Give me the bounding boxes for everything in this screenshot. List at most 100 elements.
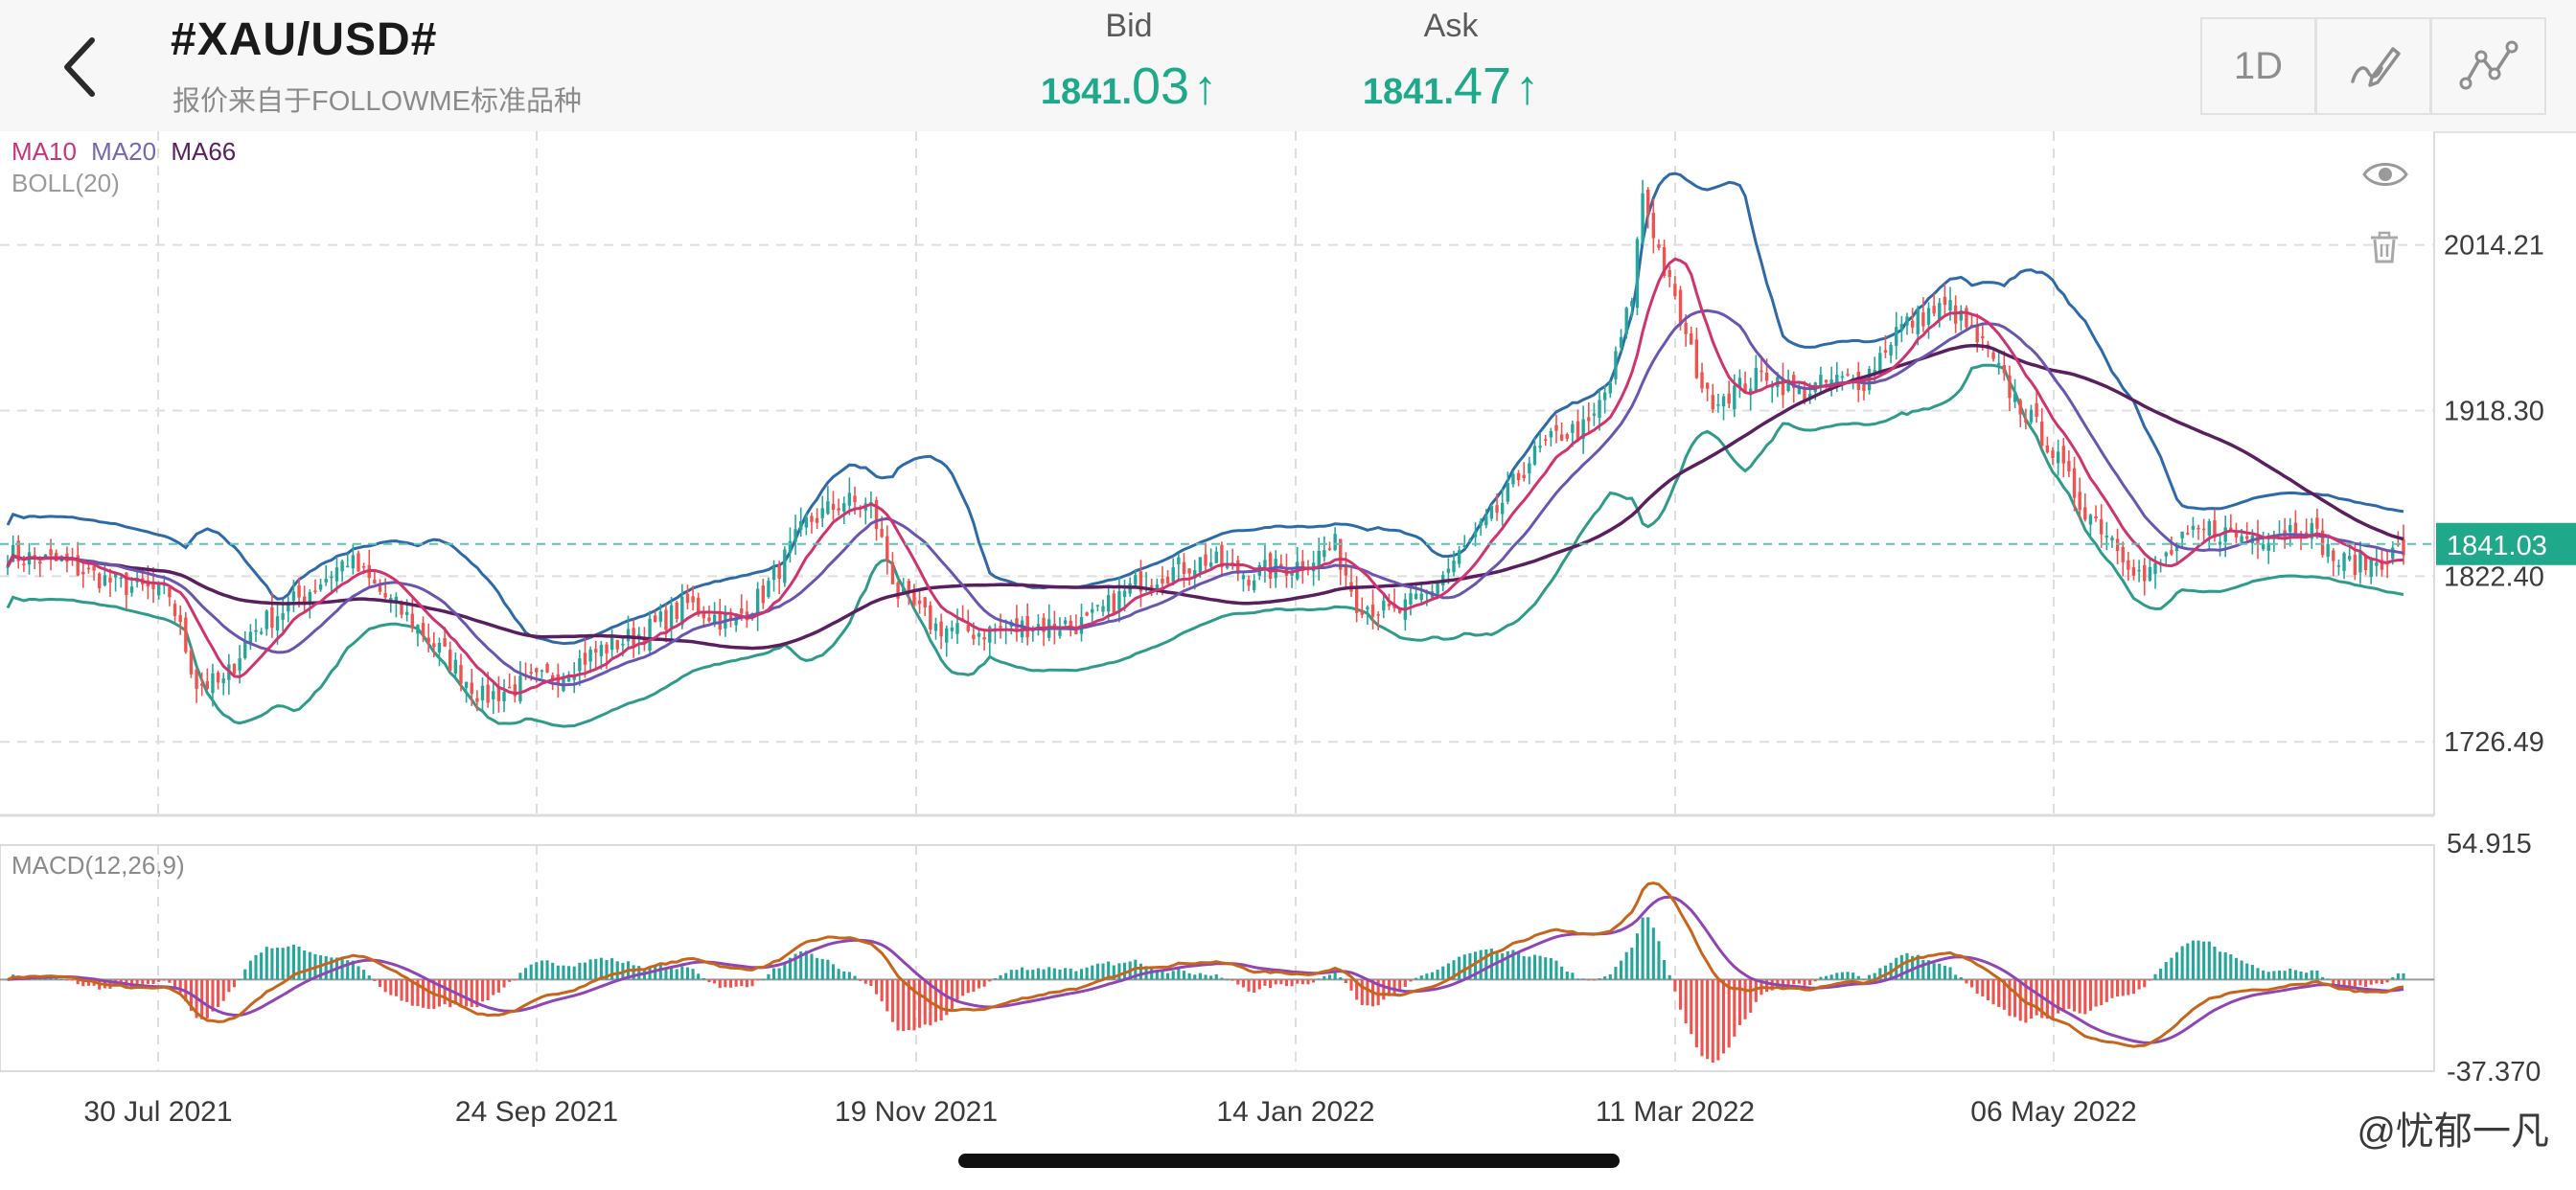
- price-tick-label: 1918.30: [2444, 396, 2544, 426]
- macd-histogram-bar: [1241, 979, 1245, 988]
- candle-body: [1101, 606, 1105, 612]
- candle-body: [254, 629, 258, 632]
- candle-body: [680, 596, 684, 626]
- macd-bottom-label: -37.370: [2447, 1057, 2541, 1087]
- candle-body: [98, 573, 102, 589]
- macd-histogram-bar: [1678, 979, 1683, 1010]
- candle-body: [275, 616, 280, 631]
- candle-body: [874, 500, 879, 530]
- macd-signal-line: [7, 895, 2404, 1044]
- candle-body: [605, 644, 609, 654]
- macd-histogram-bar: [394, 979, 398, 996]
- macd-histogram-bar: [637, 966, 641, 980]
- candle-body: [728, 615, 733, 619]
- macd-histogram-bar: [2315, 970, 2319, 980]
- candle-body: [232, 663, 237, 675]
- macd-histogram-bar: [308, 951, 311, 980]
- delete-indicator-button[interactable]: [2367, 230, 2402, 269]
- macd-histogram-bar: [1074, 971, 1078, 980]
- macd-histogram-bar: [540, 960, 543, 980]
- macd-histogram-bar: [1522, 955, 1526, 980]
- candle-body: [610, 635, 614, 651]
- candle-body: [2245, 536, 2249, 539]
- candle-body: [1635, 239, 1640, 309]
- macd-histogram-bar: [1452, 960, 1456, 980]
- macd-histogram-bar: [448, 979, 452, 1008]
- candle-body: [826, 501, 830, 515]
- macd-histogram-bar: [1161, 971, 1164, 980]
- candle-body: [1479, 520, 1483, 526]
- draw-tool-button[interactable]: [2315, 17, 2431, 115]
- candle-body: [837, 508, 840, 511]
- back-button[interactable]: [56, 29, 113, 105]
- candle-body: [1516, 472, 1521, 481]
- candle-body: [712, 614, 717, 626]
- candle-body: [2056, 451, 2060, 464]
- ma10-legend: MA10: [12, 137, 77, 166]
- macd-histogram-bar: [1620, 960, 1623, 980]
- candle-body: [2348, 556, 2352, 561]
- macd-histogram-bar: [783, 962, 787, 980]
- macd-histogram-bar: [367, 975, 371, 980]
- macd-histogram-bar: [1079, 969, 1084, 980]
- candle-body: [308, 591, 312, 606]
- candle-body: [1700, 372, 1704, 389]
- macd-histogram-bar: [750, 979, 754, 987]
- macd-histogram-bar: [1339, 976, 1343, 980]
- macd-histogram-bar: [162, 979, 166, 981]
- macd-histogram-bar: [816, 957, 819, 980]
- macd-histogram-bar: [1673, 979, 1677, 992]
- candle-body: [113, 573, 118, 578]
- candle-body: [1370, 605, 1375, 617]
- macd-histogram-bar: [654, 966, 657, 980]
- macd-histogram-bar: [383, 979, 387, 993]
- candle-body: [1662, 246, 1667, 276]
- macd-histogram-bar: [1269, 979, 1273, 989]
- macd-histogram-bar: [605, 959, 609, 980]
- macd-histogram-bar: [2234, 957, 2238, 980]
- macd-histogram-bar: [697, 973, 701, 980]
- macd-histogram-bar: [81, 979, 85, 987]
- macd-histogram-bar: [804, 950, 808, 980]
- candle-body: [1134, 575, 1138, 585]
- candle-body: [38, 561, 42, 564]
- macd-histogram-bar: [1187, 973, 1191, 980]
- macd-histogram-bar: [1835, 973, 1839, 980]
- candle-body: [788, 540, 793, 554]
- macd-histogram-bar: [724, 979, 727, 988]
- candle-body: [1737, 378, 1742, 387]
- candle-body: [572, 675, 576, 680]
- candle-body: [1846, 374, 1850, 376]
- macd-histogram-bar: [2353, 979, 2357, 990]
- macd-histogram-bar: [1122, 962, 1127, 980]
- macd-histogram-bar: [1819, 976, 1823, 980]
- macd-histogram-bar: [707, 979, 711, 983]
- macd-histogram-bar: [869, 979, 873, 987]
- candle-body: [324, 578, 328, 584]
- candle-body: [1549, 430, 1553, 438]
- candle-body: [1446, 568, 1451, 573]
- candle-body: [1241, 575, 1246, 580]
- macd-histogram-bar: [373, 979, 377, 981]
- candle-body: [1187, 568, 1191, 574]
- macd-histogram-bar: [2385, 979, 2389, 983]
- macd-histogram-bar: [1721, 979, 1726, 1054]
- home-indicator[interactable]: [958, 1154, 1620, 1168]
- macd-histogram-bar: [1776, 979, 1780, 987]
- macd-histogram-bar: [1257, 979, 1261, 990]
- macd-histogram-bar: [578, 962, 582, 980]
- candle-body: [86, 567, 91, 570]
- macd-histogram-bar: [1506, 950, 1509, 980]
- candle-body: [1091, 608, 1094, 613]
- macd-histogram-bar: [459, 979, 463, 1008]
- candle-body: [669, 605, 674, 628]
- macd-histogram-bar: [702, 977, 705, 980]
- candle-body: [2201, 528, 2206, 531]
- candle-body: [1495, 505, 1499, 514]
- macd-histogram-bar: [232, 979, 237, 988]
- indicator-button[interactable]: [2430, 17, 2546, 115]
- visibility-button[interactable]: [2361, 155, 2409, 198]
- macd-histogram-bar: [691, 969, 695, 980]
- macd-histogram-bar: [65, 979, 69, 981]
